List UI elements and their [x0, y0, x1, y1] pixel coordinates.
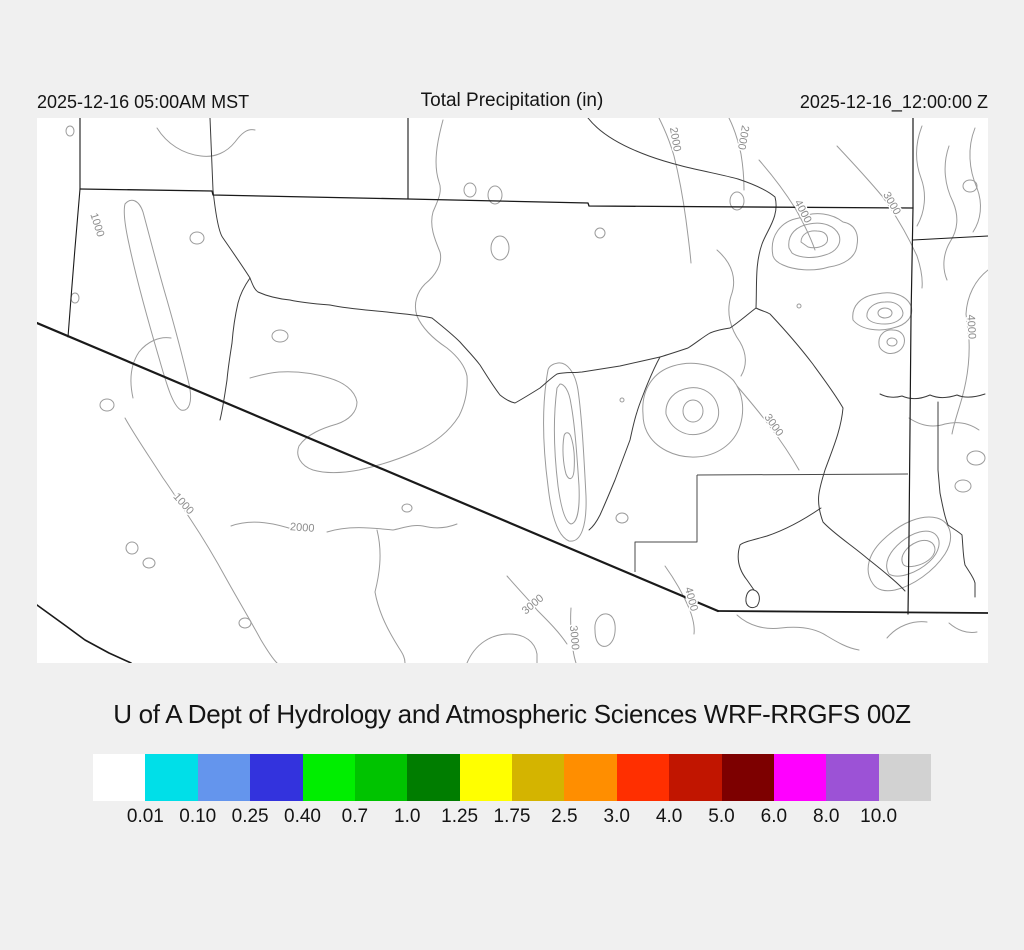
colorbar-tick-label: 10.0 — [860, 806, 898, 827]
init-time-label: 2025-12-16_12:00:00 Z — [799, 92, 988, 112]
contour-label: 3000 — [880, 190, 903, 217]
colorbar-tick-label: 1.0 — [394, 806, 421, 827]
colorbar-cell — [459, 754, 512, 801]
colorbar-cell — [302, 754, 355, 801]
border-co-nm — [912, 235, 988, 241]
colorbar-cell — [512, 754, 565, 801]
contour-label: 1000 — [171, 491, 196, 517]
colorbar-cell — [407, 754, 460, 801]
colorbar-cell — [564, 754, 617, 801]
colorbar-cell — [669, 754, 722, 801]
contour-label: 1000 — [87, 212, 106, 239]
colorbar-cell — [93, 754, 146, 801]
border-nv-west — [67, 118, 81, 338]
border-mexico-east — [717, 610, 988, 614]
contour-labels: 1000 1000 2000 2000 2000 3000 3000 3000 3000 4000… — [86, 123, 979, 652]
boundary-step-lines — [634, 473, 909, 572]
border-az-nm — [907, 118, 914, 615]
contour-label: 3000 — [520, 592, 546, 617]
border-37n — [79, 188, 914, 209]
colorbar-tick-label: 2.5 — [551, 806, 578, 827]
colorbar-cell — [616, 754, 670, 801]
river-lines — [209, 118, 986, 609]
elevation-contours — [65, 118, 988, 663]
colorbar-tick-label: 1.75 — [493, 806, 531, 827]
colorbar-cell — [197, 754, 251, 801]
precipitation-map: 1000 1000 2000 2000 2000 3000 3000 3000 3000 4000… — [37, 118, 988, 663]
colorbar-cell — [773, 754, 827, 801]
valid-time-label: 2025-12-16 05:00AM MST — [37, 92, 250, 112]
contour-label: 3000 — [762, 412, 786, 439]
map-canvas: 1000 1000 2000 2000 2000 3000 3000 3000 3000 4000… — [37, 118, 988, 663]
caption: U of A Dept of Hydrology and Atmospheric… — [113, 699, 911, 729]
state-borders — [37, 118, 988, 663]
colorbar — [93, 754, 931, 801]
colorbar-cell — [145, 754, 198, 801]
colorbar-tick-label: 0.7 — [341, 806, 369, 827]
contour-label: 4000 — [792, 198, 814, 225]
contour-label: 2000 — [735, 124, 751, 150]
colorbar-tick-labels: 0.01 0.10 0.25 0.40 0.7 1.0 1.25 1.75 2.5 3.0 4.0 5… — [93, 806, 931, 834]
contour-label: 2000 — [290, 521, 315, 535]
border-mexico-diagonal — [37, 321, 720, 613]
colorbar-cell — [250, 754, 303, 801]
colorbar-tick-label: 8.0 — [813, 806, 840, 827]
colorbar-tick-label: 0.40 — [284, 806, 321, 827]
colorbar-tick-label: 4.0 — [655, 806, 683, 827]
colorbar-tick-label: 3.0 — [603, 806, 630, 827]
colorbar-tick-label: 6.0 — [760, 806, 788, 827]
border-southwest — [37, 604, 132, 663]
colorbar-cell — [721, 754, 774, 801]
colorbar-cell — [878, 754, 931, 801]
contour-label: 3000 — [567, 625, 581, 650]
contour-label: 4000 — [964, 314, 977, 339]
colorbar-cell — [826, 754, 879, 801]
colorbar-tick-label: 5.0 — [708, 806, 735, 827]
contour-label: 2000 — [667, 126, 683, 152]
colorbar-cell — [354, 754, 408, 801]
map-title: Total Precipitation (in) — [420, 90, 604, 111]
colorbar-tick-label: 0.01 — [126, 806, 164, 827]
colorbar-tick-label: 1.25 — [441, 806, 479, 827]
colorbar-tick-label: 0.25 — [231, 806, 269, 827]
colorbar-tick-label: 0.10 — [179, 806, 217, 827]
